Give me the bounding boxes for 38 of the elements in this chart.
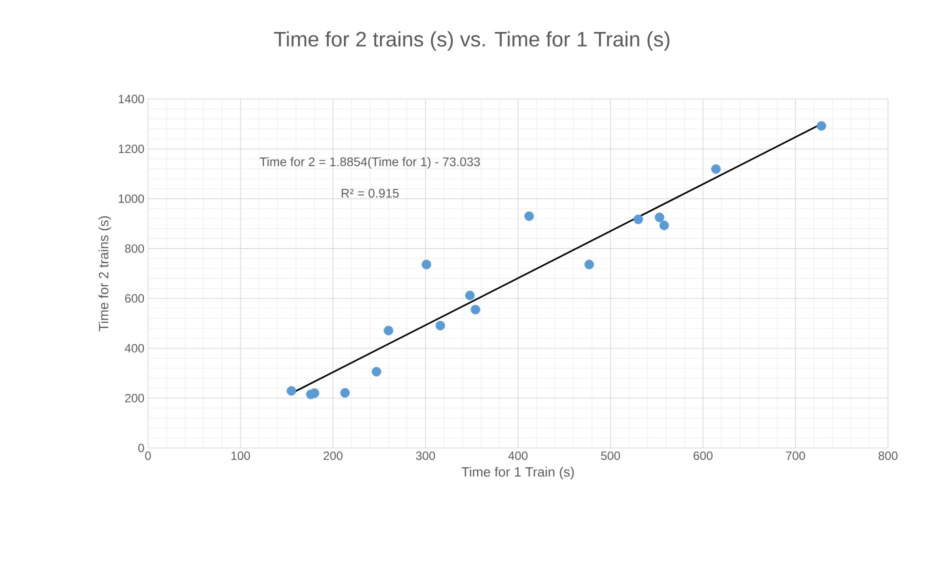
y-tick-label: 800 bbox=[125, 244, 144, 253]
annotation: Time for 2 = 1.8854(Time for 1) - 73.033 bbox=[260, 157, 480, 169]
point bbox=[470, 304, 480, 314]
x-tick-label: 100 bbox=[231, 452, 250, 460]
point bbox=[384, 326, 394, 336]
point bbox=[310, 388, 320, 398]
y-tick-label: 600 bbox=[125, 294, 144, 303]
x-axis-title: Time for 1 Train (s) bbox=[462, 466, 574, 480]
point bbox=[422, 260, 432, 270]
x-tick-label: 500 bbox=[601, 452, 620, 460]
y-tick-label: 1400 bbox=[118, 94, 144, 104]
y-tick-label: 400 bbox=[124, 344, 144, 352]
x-tick-label: 0 bbox=[145, 452, 151, 460]
y-tick-label: 1200 bbox=[118, 144, 144, 154]
x-tick-label: 200 bbox=[324, 452, 343, 460]
point bbox=[816, 121, 826, 131]
x-tick-label: 600 bbox=[694, 452, 713, 460]
point bbox=[654, 212, 664, 222]
point bbox=[465, 290, 475, 300]
point bbox=[436, 320, 446, 330]
x-tick-label: 700 bbox=[786, 452, 806, 460]
point bbox=[711, 164, 721, 174]
x-tick-label: 800 bbox=[878, 452, 898, 460]
point bbox=[633, 214, 644, 224]
point bbox=[286, 386, 296, 396]
y-tick-label: 200 bbox=[125, 394, 144, 402]
chart-title: Time for 2 trains (s) vs. Time for 1 Train (s) bbox=[274, 31, 670, 51]
annotation: R² = 0.915 bbox=[342, 188, 399, 198]
point bbox=[524, 211, 534, 221]
y-axis-title: Time for 2 trains (s) bbox=[98, 216, 112, 332]
y-tick-label: 1000 bbox=[118, 194, 144, 203]
x-tick-label: 300 bbox=[416, 452, 436, 460]
point bbox=[340, 388, 350, 398]
point bbox=[584, 260, 594, 270]
point bbox=[659, 220, 669, 230]
point bbox=[372, 366, 382, 376]
x-tick-label: 400 bbox=[508, 452, 528, 460]
y-tick-label: 0 bbox=[138, 444, 144, 452]
